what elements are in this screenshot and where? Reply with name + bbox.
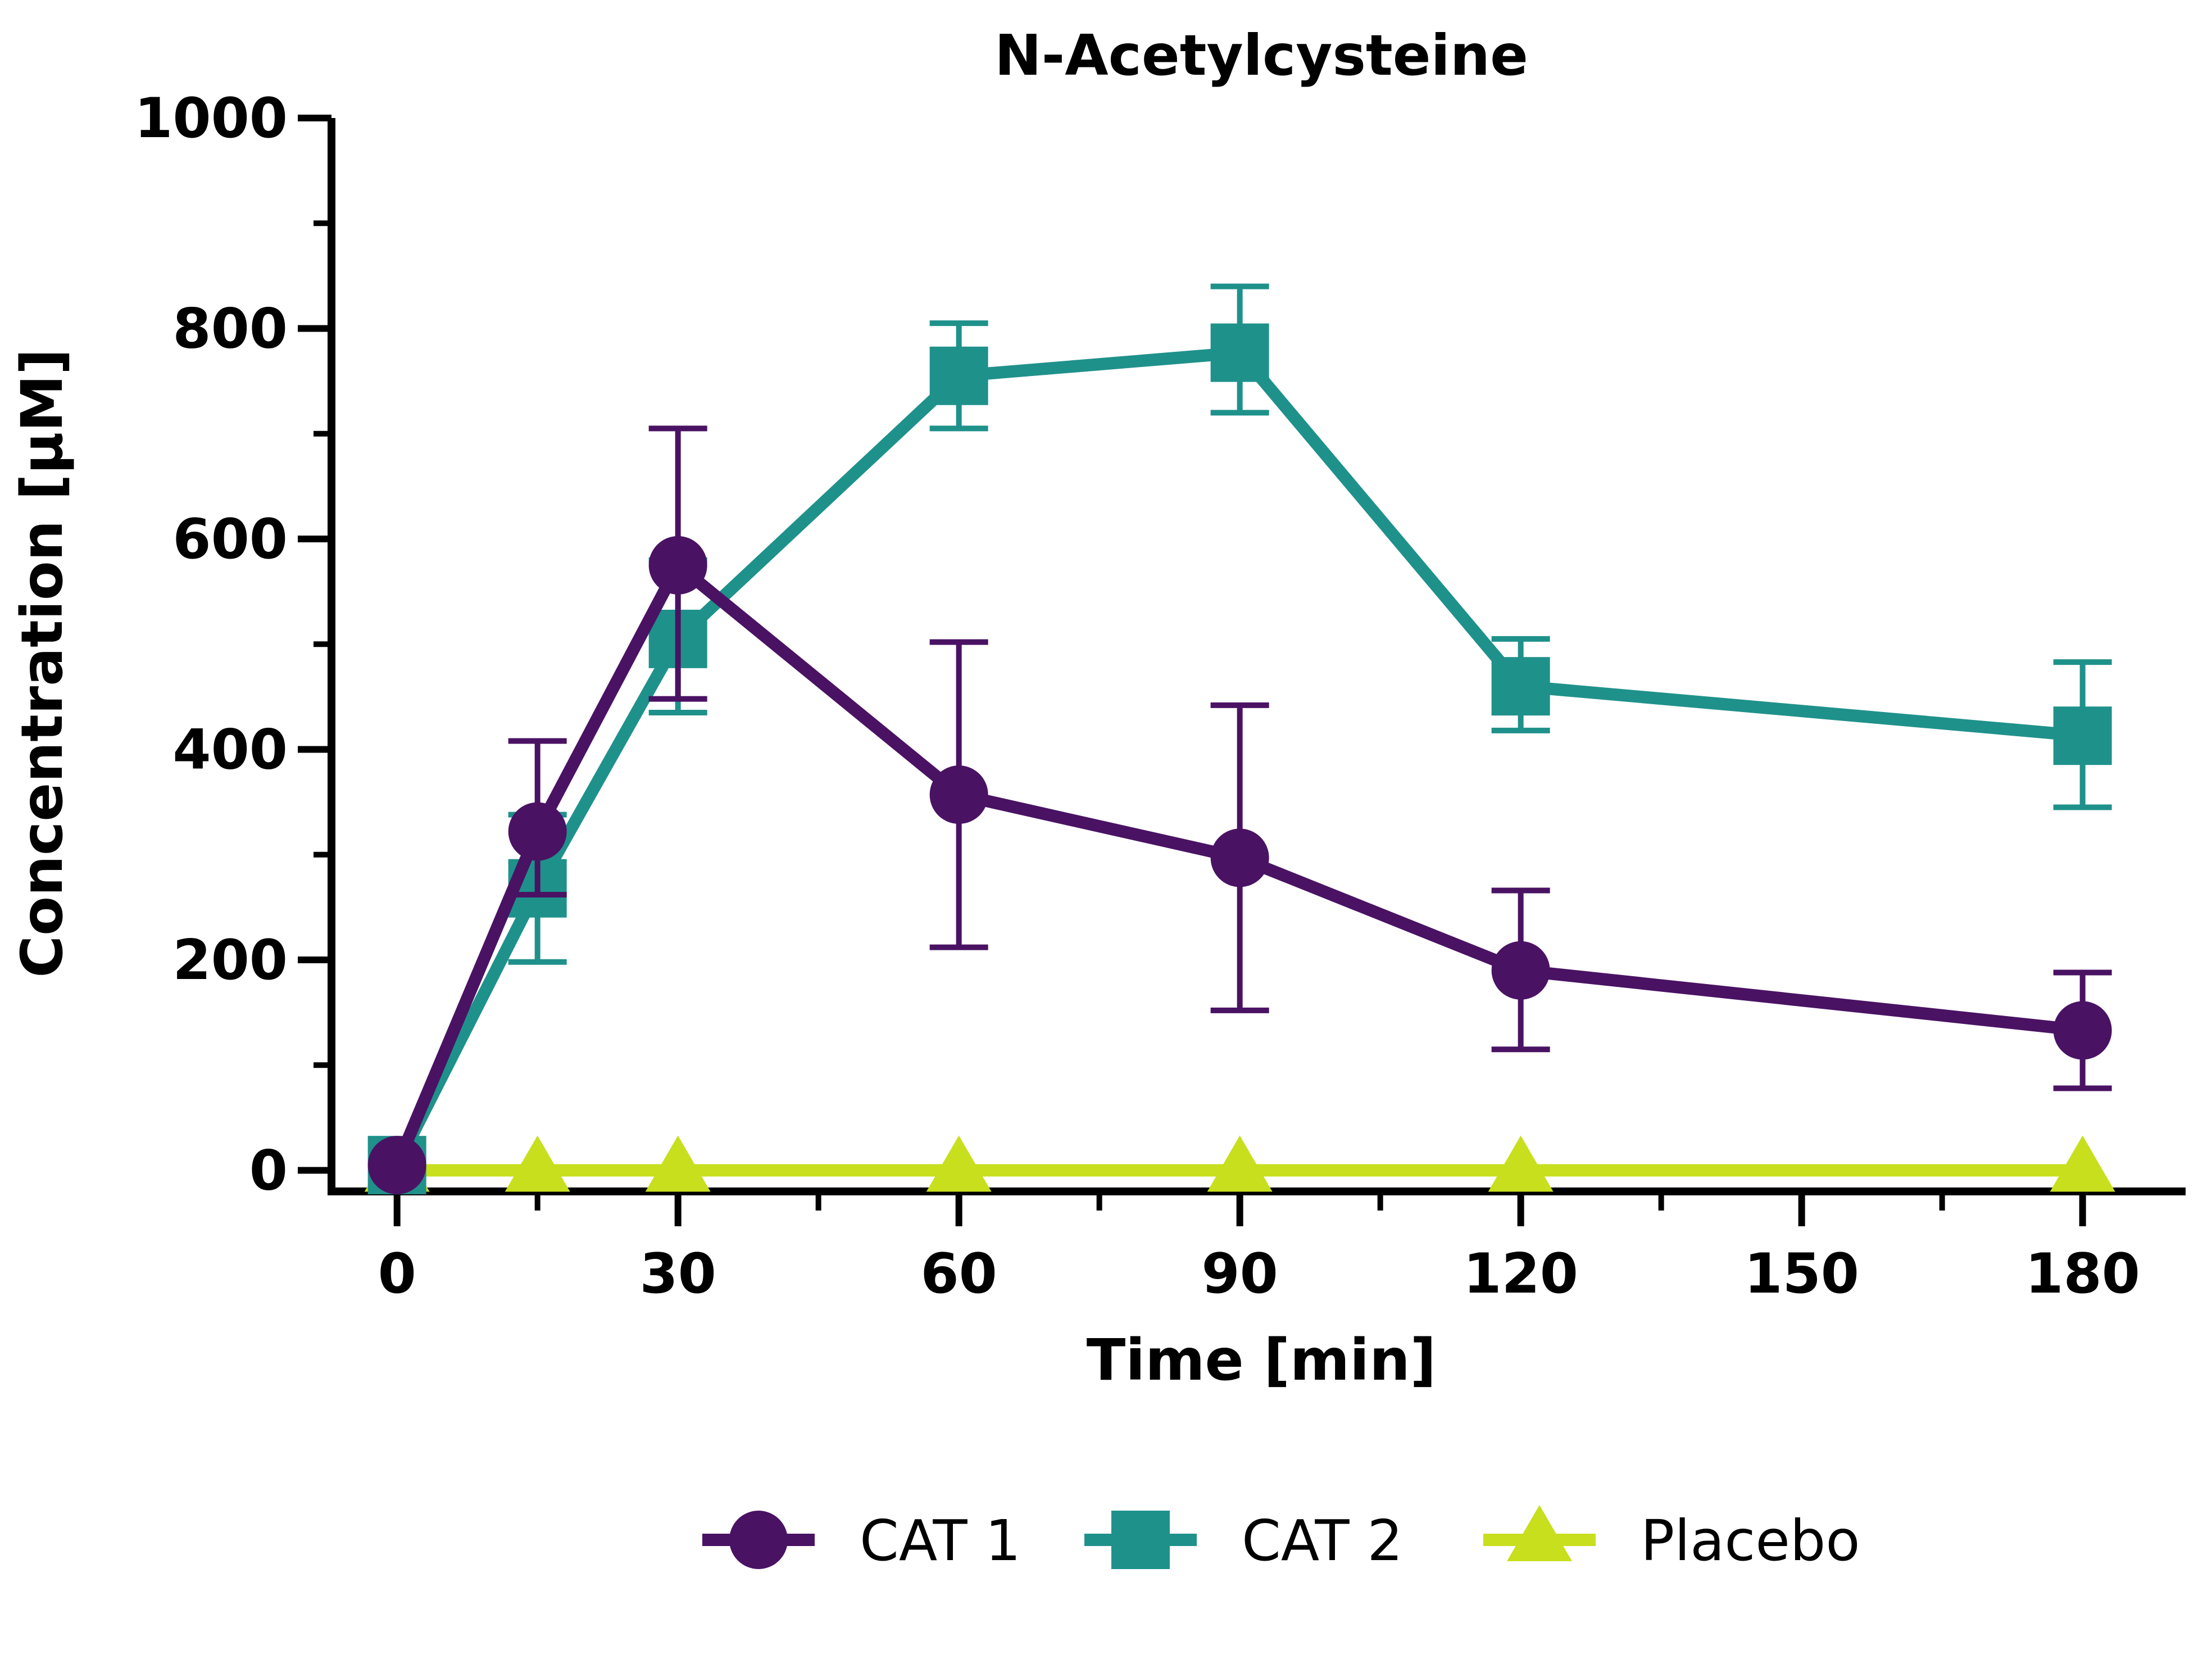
data-point [505,1135,570,1192]
x-tick-label: 150 [1744,1242,1859,1306]
data-point [2050,1135,2115,1192]
data-point [508,802,567,861]
y-tick-label: 200 [172,928,288,992]
legend-item: CAT 2 [1084,1508,1403,1574]
x-tick-label: 90 [1201,1242,1278,1306]
data-point [367,1136,426,1195]
legend-label: CAT 1 [860,1508,1021,1574]
y-axis-title: Concentration [µM] [9,348,76,977]
legend-marker [729,1511,788,1569]
x-tick-label: 0 [378,1242,416,1306]
legend-label: CAT 2 [1242,1508,1403,1574]
legend-item: CAT 1 [702,1508,1021,1574]
series-cat-1 [367,425,2112,1195]
x-tick-label: 30 [639,1242,716,1306]
x-tick-label: 60 [920,1242,997,1306]
series-layer [364,283,2115,1195]
legend-item: Placebo [1483,1505,1860,1574]
legend: CAT 1 CAT 2 Placebo [702,1505,1860,1574]
y-tick-label: 0 [249,1139,288,1203]
data-point [2053,706,2112,765]
chart-title: N-Acetylcysteine [994,22,1528,88]
series-placebo [364,1135,2115,1192]
x-tick-label: 180 [2025,1242,2140,1306]
data-point [1210,828,1269,887]
data-point [926,1135,992,1192]
data-point [1210,323,1269,382]
data-point [645,1135,711,1192]
y-tick-label: 600 [172,507,288,572]
data-point [1491,941,1550,1000]
legend-marker [1111,1511,1170,1569]
y-tick-label: 400 [172,718,288,782]
legend-label: Placebo [1641,1508,1860,1574]
x-axis-title: Time [min] [1087,1327,1437,1394]
data-point [648,536,707,595]
data-point [2053,1001,2112,1060]
data-point [929,765,988,824]
y-tick-label: 800 [172,297,288,361]
data-point [1488,1135,1554,1192]
x-tick-label: 120 [1463,1242,1578,1306]
axes: 0 200 400 600 800 1000 0 30 60 90 120 150 180 [134,87,2186,1306]
data-point [929,346,988,405]
data-point [1491,657,1550,716]
y-tick-label: 1000 [134,87,288,151]
legend-marker [1507,1505,1572,1561]
data-point [1207,1135,1273,1192]
